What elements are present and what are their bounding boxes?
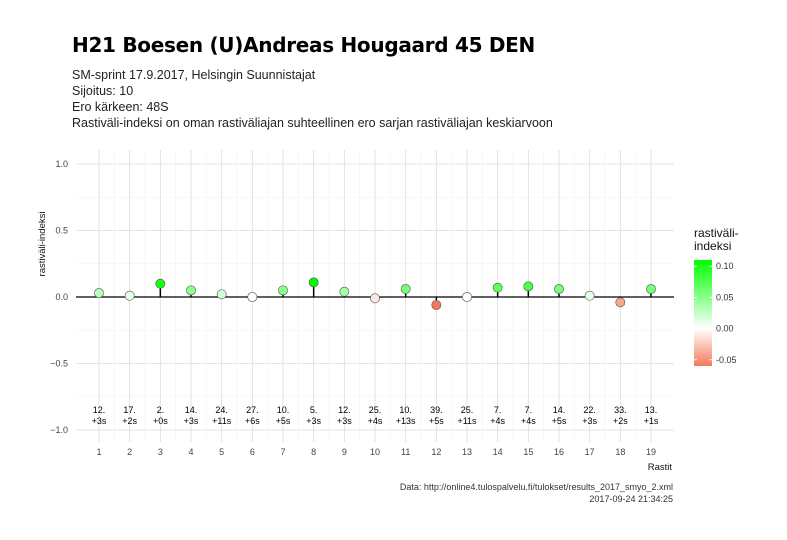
rank-label: 33. [614,405,627,415]
y-tick-label: 1.0 [55,159,68,169]
legend-colorbar [694,260,712,366]
data-point [339,286,350,297]
legend-title-line-2: indeksi [694,239,732,253]
rank-label: 27. [246,405,259,415]
x-tick-label: 18 [615,447,625,457]
loss-label: +4s [521,416,536,426]
x-axis-title: Rastit [648,462,673,473]
data-point [186,285,196,296]
rank-label: 17. [123,405,136,415]
legend-label: -0.05 [716,355,737,365]
data-point [94,288,104,298]
x-tick-label: 13 [462,447,472,457]
x-tick-label: 14 [493,447,503,457]
rank-label: 12. [93,405,106,415]
loss-label: +4s [368,416,383,426]
loss-label: +3s [92,416,107,426]
data-point [492,282,503,293]
loss-label: +3s [337,416,352,426]
legend-label: 0.00 [716,324,734,334]
loss-label: +13s [396,416,416,426]
x-tick-label: 2 [127,447,132,457]
rank-label: 10. [399,405,412,415]
rank-label: 7. [525,405,533,415]
x-tick-label: 4 [188,447,193,457]
subtitle-event: SM-sprint 17.9.2017, Helsingin Suunnista… [72,68,316,82]
x-tick-label: 7 [280,447,285,457]
y-tick-label: 0.5 [55,226,68,236]
legend-label: 0.05 [716,292,734,302]
x-tick-label: 11 [401,447,410,457]
subtitle-explanation: Rastiväli-indeksi on oman rastiväliajan … [72,116,553,130]
loss-label: +11s [212,416,232,426]
timestamp: 2017-09-24 21:34:25 [589,494,673,504]
rank-label: 10. [277,405,290,415]
legend-label: 0.10 [716,261,734,271]
x-tick-label: 3 [158,447,163,457]
y-tick-label: −1.0 [50,425,68,435]
data-point [615,297,626,308]
rank-label: 25. [461,405,474,415]
x-tick-label: 17 [585,447,595,457]
data-point [462,292,472,302]
subtitle-gap: Ero kärkeen: 48S [72,100,169,114]
data-point [216,289,227,300]
data-point [155,278,166,289]
loss-label: +2s [122,416,137,426]
x-tick-label: 9 [342,447,347,457]
rank-label: 14. [185,405,198,415]
data-point [308,277,319,288]
loss-label: +5s [276,416,291,426]
data-source: Data: http://online4.tulospalvelu.fi/tul… [399,482,673,492]
subtitle-rank: Sijoitus: 10 [72,84,134,98]
data-point [554,284,564,294]
data-point [431,300,442,310]
rank-label: 13. [645,405,658,415]
y-axis-title: rastiväli-indeksi [37,212,48,277]
rank-label: 22. [583,405,596,415]
legend-title: rastiväli- indeksi [694,227,774,253]
data-point [646,284,656,294]
loss-label: +6s [245,416,260,426]
loss-label: +3s [582,416,597,426]
rank-label: 39. [430,405,443,415]
loss-label: +0s [153,416,168,426]
y-tick-label: −0.5 [50,359,68,369]
chart-title: H21 Boesen (U)Andreas Hougaard 45 DEN [72,33,535,57]
loss-label: +2s [613,416,628,426]
x-tick-label: 1 [96,447,101,457]
rank-label: 5. [310,405,318,415]
x-tick-label: 5 [219,447,224,457]
loss-label: +3s [184,416,199,426]
data-point [124,290,135,301]
rank-label: 24. [215,405,228,415]
loss-label: +3s [306,416,321,426]
y-tick-label: 0.0 [55,292,68,302]
x-tick-label: 8 [311,447,316,457]
loss-label: +4s [490,416,505,426]
rank-label: 14. [553,405,566,415]
data-point [523,281,534,292]
data-point [584,290,595,301]
loss-label: +1s [644,416,659,426]
x-tick-label: 12 [431,447,441,457]
rank-label: 25. [369,405,382,415]
rank-label: 12. [338,405,351,415]
loss-label: +11s [457,416,477,426]
x-tick-label: 19 [646,447,656,457]
x-tick-label: 15 [523,447,533,457]
data-point [278,285,288,296]
data-point [370,293,380,304]
data-point [247,292,258,302]
data-point [400,284,411,294]
loss-label: +5s [552,416,567,426]
x-tick-label: 6 [250,447,255,457]
x-tick-label: 16 [554,447,564,457]
loss-label: +5s [429,416,444,426]
legend-title-line-1: rastiväli- [694,226,739,240]
x-tick-label: 10 [370,447,380,457]
rank-label: 7. [494,405,502,415]
rank-label: 2. [157,405,165,415]
